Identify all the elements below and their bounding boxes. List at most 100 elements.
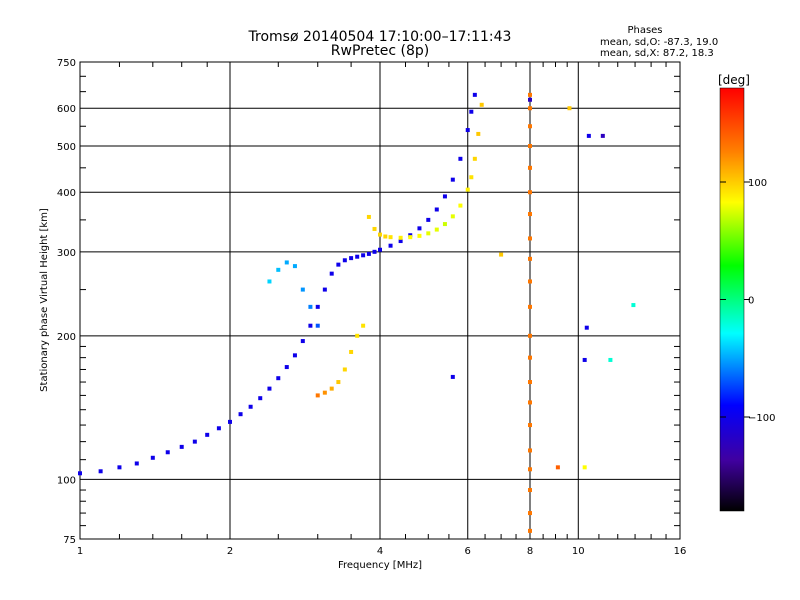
data-point bbox=[192, 439, 197, 444]
phases-line-x: mean, sd,X: 87.2, 18.3 bbox=[600, 48, 714, 59]
data-point bbox=[378, 232, 382, 237]
data-point bbox=[98, 469, 103, 474]
data-point bbox=[336, 380, 341, 385]
data-point bbox=[528, 488, 532, 493]
data-point bbox=[150, 455, 155, 460]
data-point bbox=[528, 256, 532, 261]
data-point bbox=[600, 133, 605, 138]
data-point bbox=[322, 287, 327, 292]
data-point bbox=[528, 106, 532, 111]
data-point bbox=[378, 247, 382, 252]
data-point bbox=[528, 304, 532, 309]
data-point bbox=[472, 156, 477, 161]
data-point bbox=[434, 207, 439, 212]
data-point bbox=[528, 355, 532, 360]
data-point bbox=[586, 133, 591, 138]
data-points bbox=[78, 92, 636, 533]
data-point bbox=[528, 400, 532, 405]
y-tick-label: 300 bbox=[57, 248, 76, 259]
x-tick-label: 4 bbox=[377, 546, 383, 557]
data-point bbox=[426, 217, 431, 222]
data-point bbox=[388, 235, 393, 240]
data-point bbox=[205, 432, 210, 437]
colorbar-tick-label: 100 bbox=[748, 178, 767, 189]
data-point bbox=[276, 376, 281, 381]
data-point bbox=[469, 109, 474, 114]
data-point bbox=[582, 465, 587, 470]
data-point bbox=[398, 239, 403, 244]
data-point bbox=[584, 325, 589, 330]
y-tick-label: 750 bbox=[57, 58, 76, 69]
x-tick-label: 8 bbox=[527, 546, 533, 557]
data-point bbox=[442, 194, 447, 199]
data-point bbox=[300, 287, 305, 292]
data-point bbox=[528, 143, 532, 148]
data-point bbox=[329, 271, 334, 276]
y-tick-label: 400 bbox=[57, 188, 76, 199]
data-point bbox=[465, 187, 470, 192]
data-point bbox=[528, 190, 532, 195]
data-point bbox=[366, 251, 371, 256]
y-tick-label: 600 bbox=[57, 104, 76, 115]
data-point bbox=[342, 258, 347, 263]
data-point bbox=[276, 267, 281, 272]
data-point bbox=[361, 253, 366, 258]
data-point bbox=[426, 231, 431, 236]
data-point bbox=[292, 264, 297, 269]
data-point bbox=[450, 214, 455, 219]
data-point bbox=[434, 227, 439, 232]
x-axis-label: Frequency [MHz] bbox=[338, 560, 422, 571]
data-point bbox=[528, 448, 532, 453]
data-point bbox=[267, 279, 272, 284]
data-point bbox=[349, 349, 354, 354]
data-point bbox=[383, 234, 388, 239]
chart-title: Tromsø 20140504 17:10:00–17:11:43 bbox=[248, 29, 512, 45]
data-point bbox=[408, 235, 413, 240]
data-point bbox=[450, 374, 455, 379]
data-point bbox=[308, 323, 313, 328]
y-axis-label: Stationary phase Virtual Height [km] bbox=[39, 208, 50, 392]
data-point bbox=[372, 249, 377, 254]
data-point bbox=[582, 357, 587, 362]
data-point bbox=[315, 393, 320, 398]
data-point bbox=[361, 323, 366, 328]
data-point bbox=[78, 471, 82, 476]
data-point bbox=[528, 528, 532, 533]
data-point bbox=[329, 386, 334, 391]
colorbar-tick-label: 0 bbox=[748, 296, 754, 307]
y-tick-label: 100 bbox=[57, 475, 76, 486]
axis-ticks bbox=[80, 62, 680, 539]
data-point bbox=[248, 404, 253, 409]
data-point bbox=[479, 102, 484, 107]
data-point bbox=[499, 252, 504, 257]
data-point bbox=[366, 214, 371, 219]
colorbar-label: [deg] bbox=[718, 73, 750, 87]
data-point bbox=[417, 226, 422, 231]
data-point bbox=[528, 97, 532, 102]
data-point bbox=[315, 323, 320, 328]
data-point bbox=[528, 212, 532, 217]
x-tick-label: 10 bbox=[572, 546, 585, 557]
y-tick-label: 200 bbox=[57, 332, 76, 343]
data-point bbox=[450, 177, 455, 182]
data-point bbox=[476, 131, 481, 136]
data-point bbox=[528, 333, 532, 338]
data-point bbox=[284, 260, 289, 265]
data-point bbox=[528, 380, 532, 385]
x-tick-label: 1 bbox=[77, 546, 83, 557]
data-point bbox=[528, 165, 532, 170]
data-point bbox=[528, 236, 532, 241]
data-point bbox=[465, 128, 470, 133]
data-point bbox=[458, 203, 463, 208]
data-point bbox=[528, 511, 532, 516]
data-point bbox=[300, 339, 305, 344]
y-tick-label: 75 bbox=[63, 535, 76, 546]
data-point bbox=[528, 124, 532, 129]
data-point bbox=[458, 156, 463, 161]
data-point bbox=[322, 390, 327, 395]
data-point bbox=[216, 426, 221, 431]
data-point bbox=[388, 243, 393, 248]
data-point bbox=[355, 254, 360, 259]
data-point bbox=[315, 304, 320, 309]
